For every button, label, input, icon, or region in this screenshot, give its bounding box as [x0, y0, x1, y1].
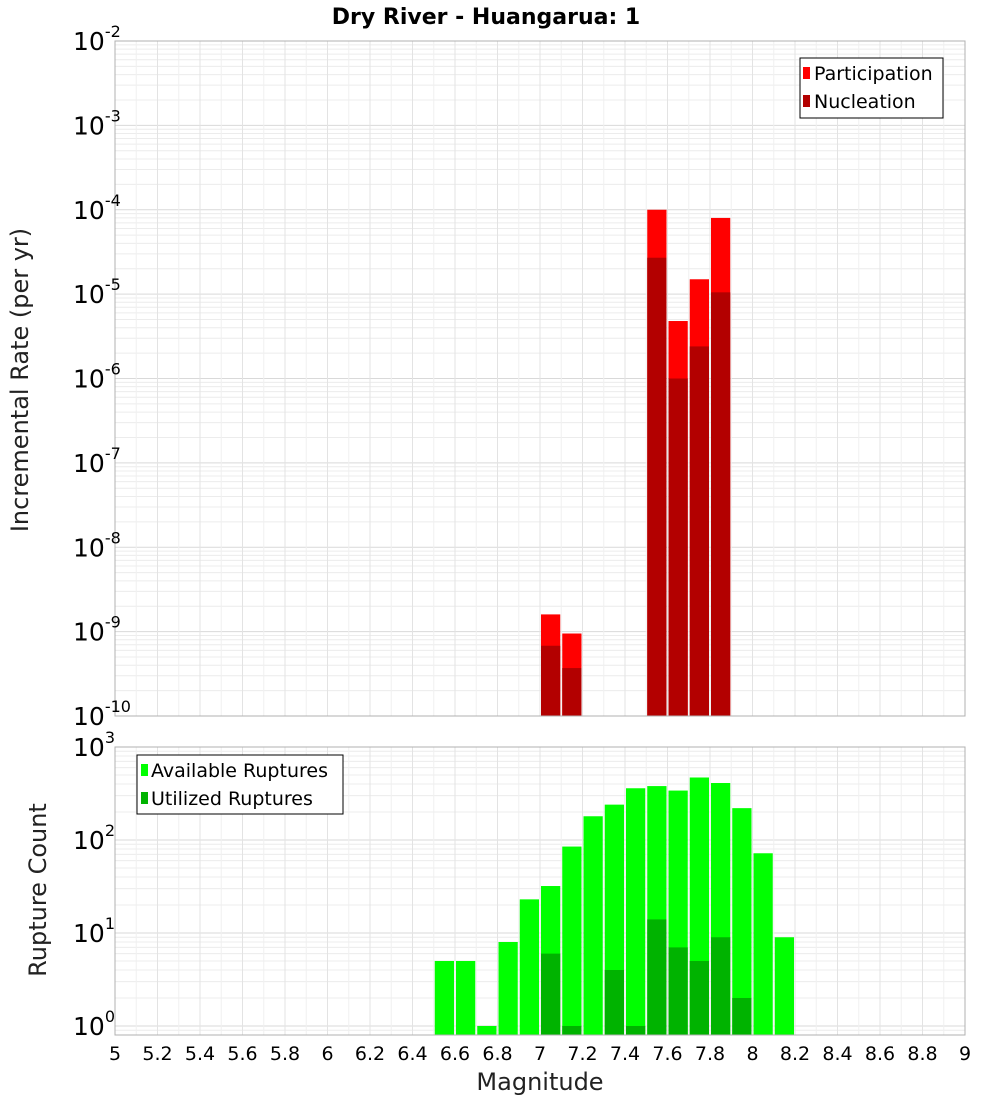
x-tick-label: 6 — [321, 1043, 333, 1065]
x-tick-label: 7.2 — [567, 1043, 597, 1065]
rate-y-tick-label: 10-8 — [73, 528, 121, 562]
legend-swatch-participation — [803, 67, 810, 79]
x-tick-label: 6.8 — [482, 1043, 512, 1065]
count-bar-available-ruptures — [583, 816, 603, 1035]
rate-bar-nucleation — [711, 292, 731, 716]
rate-y-tick-label: 10-7 — [73, 444, 121, 478]
x-tick-label: 5.6 — [227, 1043, 257, 1065]
x-tick-label: 7.8 — [695, 1043, 725, 1065]
count-bar-utilized-ruptures — [689, 960, 709, 1035]
x-tick-label: 7.4 — [610, 1043, 640, 1065]
top-y-axis-label: Incremental Rate (per yr) — [6, 228, 34, 532]
x-tick-label: 8.4 — [822, 1043, 852, 1065]
count-bar-available-ruptures — [519, 899, 539, 1035]
count-bar-available-ruptures — [774, 937, 794, 1035]
x-tick-label: 8 — [746, 1043, 758, 1065]
rate-panel: 10-10 10-9 10-8 10-7 10-6 10-5 10-4 10-3 10-2 — [73, 22, 966, 731]
count-bar-utilized-ruptures — [626, 1025, 646, 1035]
count-bar-available-ruptures — [626, 788, 646, 1035]
x-tick-label: 5.4 — [185, 1043, 215, 1065]
count-bar-available-ruptures — [732, 808, 752, 1035]
x-tick-label: 6.4 — [397, 1043, 427, 1065]
count-bar-utilized-ruptures — [541, 953, 561, 1035]
rate-y-tick-label: 10-6 — [73, 360, 121, 394]
legend-swatch-available — [141, 764, 148, 776]
x-tick-label: 8.6 — [865, 1043, 895, 1065]
count-bar-utilized-ruptures — [562, 1025, 582, 1035]
rate-bar-nucleation — [668, 378, 688, 716]
count-panel: 100 101 102 103 — [73, 728, 966, 1041]
count-bar-available-ruptures — [456, 960, 476, 1035]
count-bar-available-ruptures — [562, 846, 582, 1035]
chart-title: Dry River - Huangarua: 1 — [332, 5, 640, 30]
x-tick-label: 6.6 — [440, 1043, 470, 1065]
count-bar-utilized-ruptures — [604, 969, 624, 1035]
count-y-tick-label: 103 — [73, 728, 115, 762]
rate-plot-frame — [114, 40, 966, 717]
rate-y-tick-label: 10-9 — [73, 613, 121, 647]
count-bar-utilized-ruptures — [732, 997, 752, 1035]
count-y-tick-label: 101 — [73, 914, 115, 948]
legend-label-nucleation: Nucleation — [814, 91, 916, 113]
rate-legend: Participation Nucleation — [799, 57, 944, 119]
x-tick-label: 6.2 — [355, 1043, 385, 1065]
rate-bar-nucleation — [647, 257, 667, 716]
x-tick-label: 9 — [959, 1043, 971, 1065]
x-tick-label: 7 — [534, 1043, 546, 1065]
count-bar-available-ruptures — [477, 1025, 497, 1035]
count-y-tick-label: 102 — [73, 821, 115, 855]
rate-bar-nucleation — [541, 645, 561, 716]
legend-label-utilized: Utilized Ruptures — [151, 788, 313, 810]
rate-y-tick-label: 10-3 — [73, 106, 121, 140]
x-tick-label: 8.8 — [907, 1043, 937, 1065]
rate-bar-nucleation — [689, 346, 709, 716]
legend-swatch-utilized — [141, 792, 148, 804]
x-tick-label: 5.8 — [270, 1043, 300, 1065]
x-tick-label: 8.2 — [780, 1043, 810, 1065]
rate-y-tick-label: 10-4 — [73, 191, 121, 225]
legend-label-participation: Participation — [814, 63, 933, 85]
rate-y-tick-label: 10-10 — [73, 697, 131, 731]
x-tick-label: 7.6 — [652, 1043, 682, 1065]
rate-y-tick-label: 10-5 — [73, 275, 121, 309]
count-plot-frame — [114, 746, 966, 1036]
count-bar-available-ruptures — [753, 853, 773, 1035]
count-bar-utilized-ruptures — [668, 947, 688, 1035]
count-bar-utilized-ruptures — [647, 919, 667, 1035]
x-tick-label: 5.2 — [142, 1043, 172, 1065]
count-legend: Available Ruptures Utilized Ruptures — [136, 754, 344, 815]
legend-label-available: Available Ruptures — [151, 760, 328, 782]
rate-y-tick-label: 10-2 — [73, 22, 121, 56]
legend-swatch-nucleation — [803, 95, 810, 107]
count-y-tick-label: 100 — [73, 1007, 115, 1041]
x-axis-label: Magnitude — [476, 1068, 603, 1096]
rate-bar-nucleation — [562, 668, 582, 716]
count-bar-available-ruptures — [434, 960, 454, 1035]
x-tick-label: 5 — [109, 1043, 121, 1065]
bottom-y-axis-label: Rupture Count — [24, 803, 52, 977]
x-tick-labels: 5 5.2 5.4 5.6 5.8 6 6.2 6.4 6.6 6.8 7 7.2 7.4 7.6 7.8 8… — [109, 1043, 971, 1065]
count-bar-available-ruptures — [498, 942, 518, 1035]
count-bar-utilized-ruptures — [711, 937, 731, 1035]
